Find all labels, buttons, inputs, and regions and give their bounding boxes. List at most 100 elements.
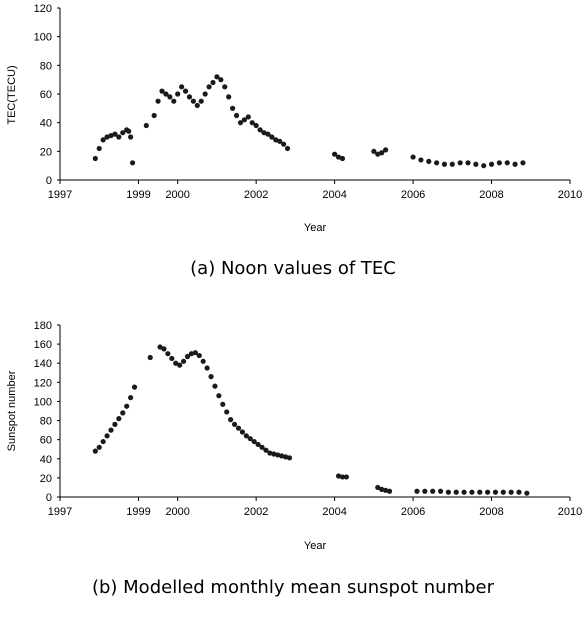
panel-b-data-point [286,455,293,461]
panel-b-data-point [92,448,98,454]
panel-a-data-point [96,145,102,152]
panel-b-data-point [161,346,167,352]
panel-b-y-tick-label: 180 [34,320,52,332]
panel-a-x-tick-label: 2010 [558,189,582,201]
panel-b-sunspot-chart: 0 20 40 60 80 100 120 140 160 180 1997 1999 2000 200… [6,320,582,598]
panel-a-data-point [167,94,173,100]
panel-a-data-point [379,150,385,156]
panel-a-data-point [112,131,118,137]
panel-a-data-point [230,105,236,111]
panel-a-data-point [186,94,193,100]
panel-a-x-tick-label: 1999 [126,189,150,201]
panel-b-data-point [208,374,214,380]
panel-b-data-point [279,453,285,459]
panel-a-x-tick-label: 2002 [244,189,268,201]
panel-b-data-point [383,487,389,493]
panel-b-y-ticks: 0 20 40 60 80 100 120 140 160 180 [34,320,60,504]
panel-a-data-point [383,147,389,153]
panel-b-data-point [275,452,281,458]
panel-b-data-point [124,403,130,409]
panel-b-data-point [231,421,238,427]
panel-b-data-point [224,409,230,415]
panel-a-data-point [104,134,110,140]
panel-a-data-point [92,155,98,162]
panel-b-data-point [430,488,436,494]
panel-a-data-point [273,137,279,143]
panel-b-data-point [524,490,530,496]
panel-a-x-tick-label: 2004 [322,189,346,201]
panel-b-data-point [422,488,428,494]
panel-b-data-points [92,344,530,496]
panel-a-data-point [120,130,126,136]
panel-b-caption: (b) Modelled monthly mean sunspot number [92,577,495,598]
panel-b-data-point [192,350,198,356]
panel-b-data-point [247,436,253,442]
panel-b-data-point [271,451,277,457]
panel-b-y-tick-label: 140 [34,358,52,370]
panel-a-x-tick-label: 2000 [165,189,189,201]
panel-b-data-point [177,362,183,368]
panel-b-x-tick-label: 2006 [401,506,425,518]
panel-a-data-point [190,98,196,104]
panel-b-data-point [508,489,514,495]
panel-b-y-tick-label: 20 [40,473,52,485]
panel-b-x-tick-label: 2008 [479,506,503,518]
panel-a-data-point [335,154,342,160]
panel-b-data-point [339,474,346,480]
panel-a-data-point [222,84,228,90]
panel-b-y-tick-label: 160 [34,339,52,351]
panel-b-data-point [469,489,475,495]
panel-b-data-point [104,433,110,439]
panel-a-data-point [182,88,189,94]
panel-b-data-point [445,489,451,495]
panel-b-data-point [235,425,242,431]
panel-a-data-point [371,148,377,154]
panel-a-data-point [143,122,149,129]
panel-a-y-tick-label: 40 [40,118,52,130]
panel-b-y-tick-label: 80 [40,416,52,428]
panel-b-data-point [128,395,134,401]
panel-b-data-point [112,421,118,427]
panel-b-x-tick-label: 2004 [322,506,346,518]
panel-b-x-tick-label: 1999 [126,506,150,518]
panel-b-data-point [386,488,393,494]
panel-a-data-point [163,91,169,97]
panel-a-y-tick-label: 60 [40,89,52,101]
panel-b-data-point [379,486,385,492]
panel-b-data-point [255,441,261,448]
panel-a-data-point [249,120,255,126]
panel-a-tec-chart: 0 20 40 60 80 100 120 1997 1999 2000 2002 2004 2006… [6,3,582,279]
panel-b-x-ticks: 1997 1999 2000 2002 2004 2006 2008 2010 [48,497,582,518]
panel-a-data-point [457,160,463,166]
panel-b-data-point [343,474,349,480]
panel-b-data-point [131,384,138,390]
panel-b-data-point [180,358,187,364]
panel-b-data-point [485,489,491,495]
panel-a-data-point [237,120,244,126]
panel-a-data-point [233,112,240,119]
panel-a-data-point [198,98,204,104]
panel-a-data-point [226,94,232,100]
panel-a-data-point [261,130,267,136]
panel-a-data-point [434,160,440,166]
panel-b-data-point [375,484,381,491]
panel-a-data-point [241,117,247,123]
panel-b-data-point [492,489,499,495]
panel-b-data-point [100,438,106,445]
panel-a-data-point [339,155,346,162]
panel-a-data-point [441,161,448,167]
panel-a-y-tick-label: 120 [34,3,52,15]
panel-b-data-point [500,489,506,495]
panel-a-data-point [194,102,200,109]
panel-b-data-point [453,489,459,495]
panel-a-x-ticks: 1997 1999 2000 2002 2004 2006 2008 2010 [48,180,582,201]
panel-a-data-point [418,157,424,163]
panel-a-data-point [202,91,208,97]
panel-a-x-axis-label: Year [304,222,327,234]
panel-a-data-point [504,160,510,166]
panel-b-x-tick-label: 2010 [558,506,582,518]
panel-a-data-point [116,134,122,140]
panel-a-data-point [218,77,224,83]
panel-b-data-point [461,489,467,495]
